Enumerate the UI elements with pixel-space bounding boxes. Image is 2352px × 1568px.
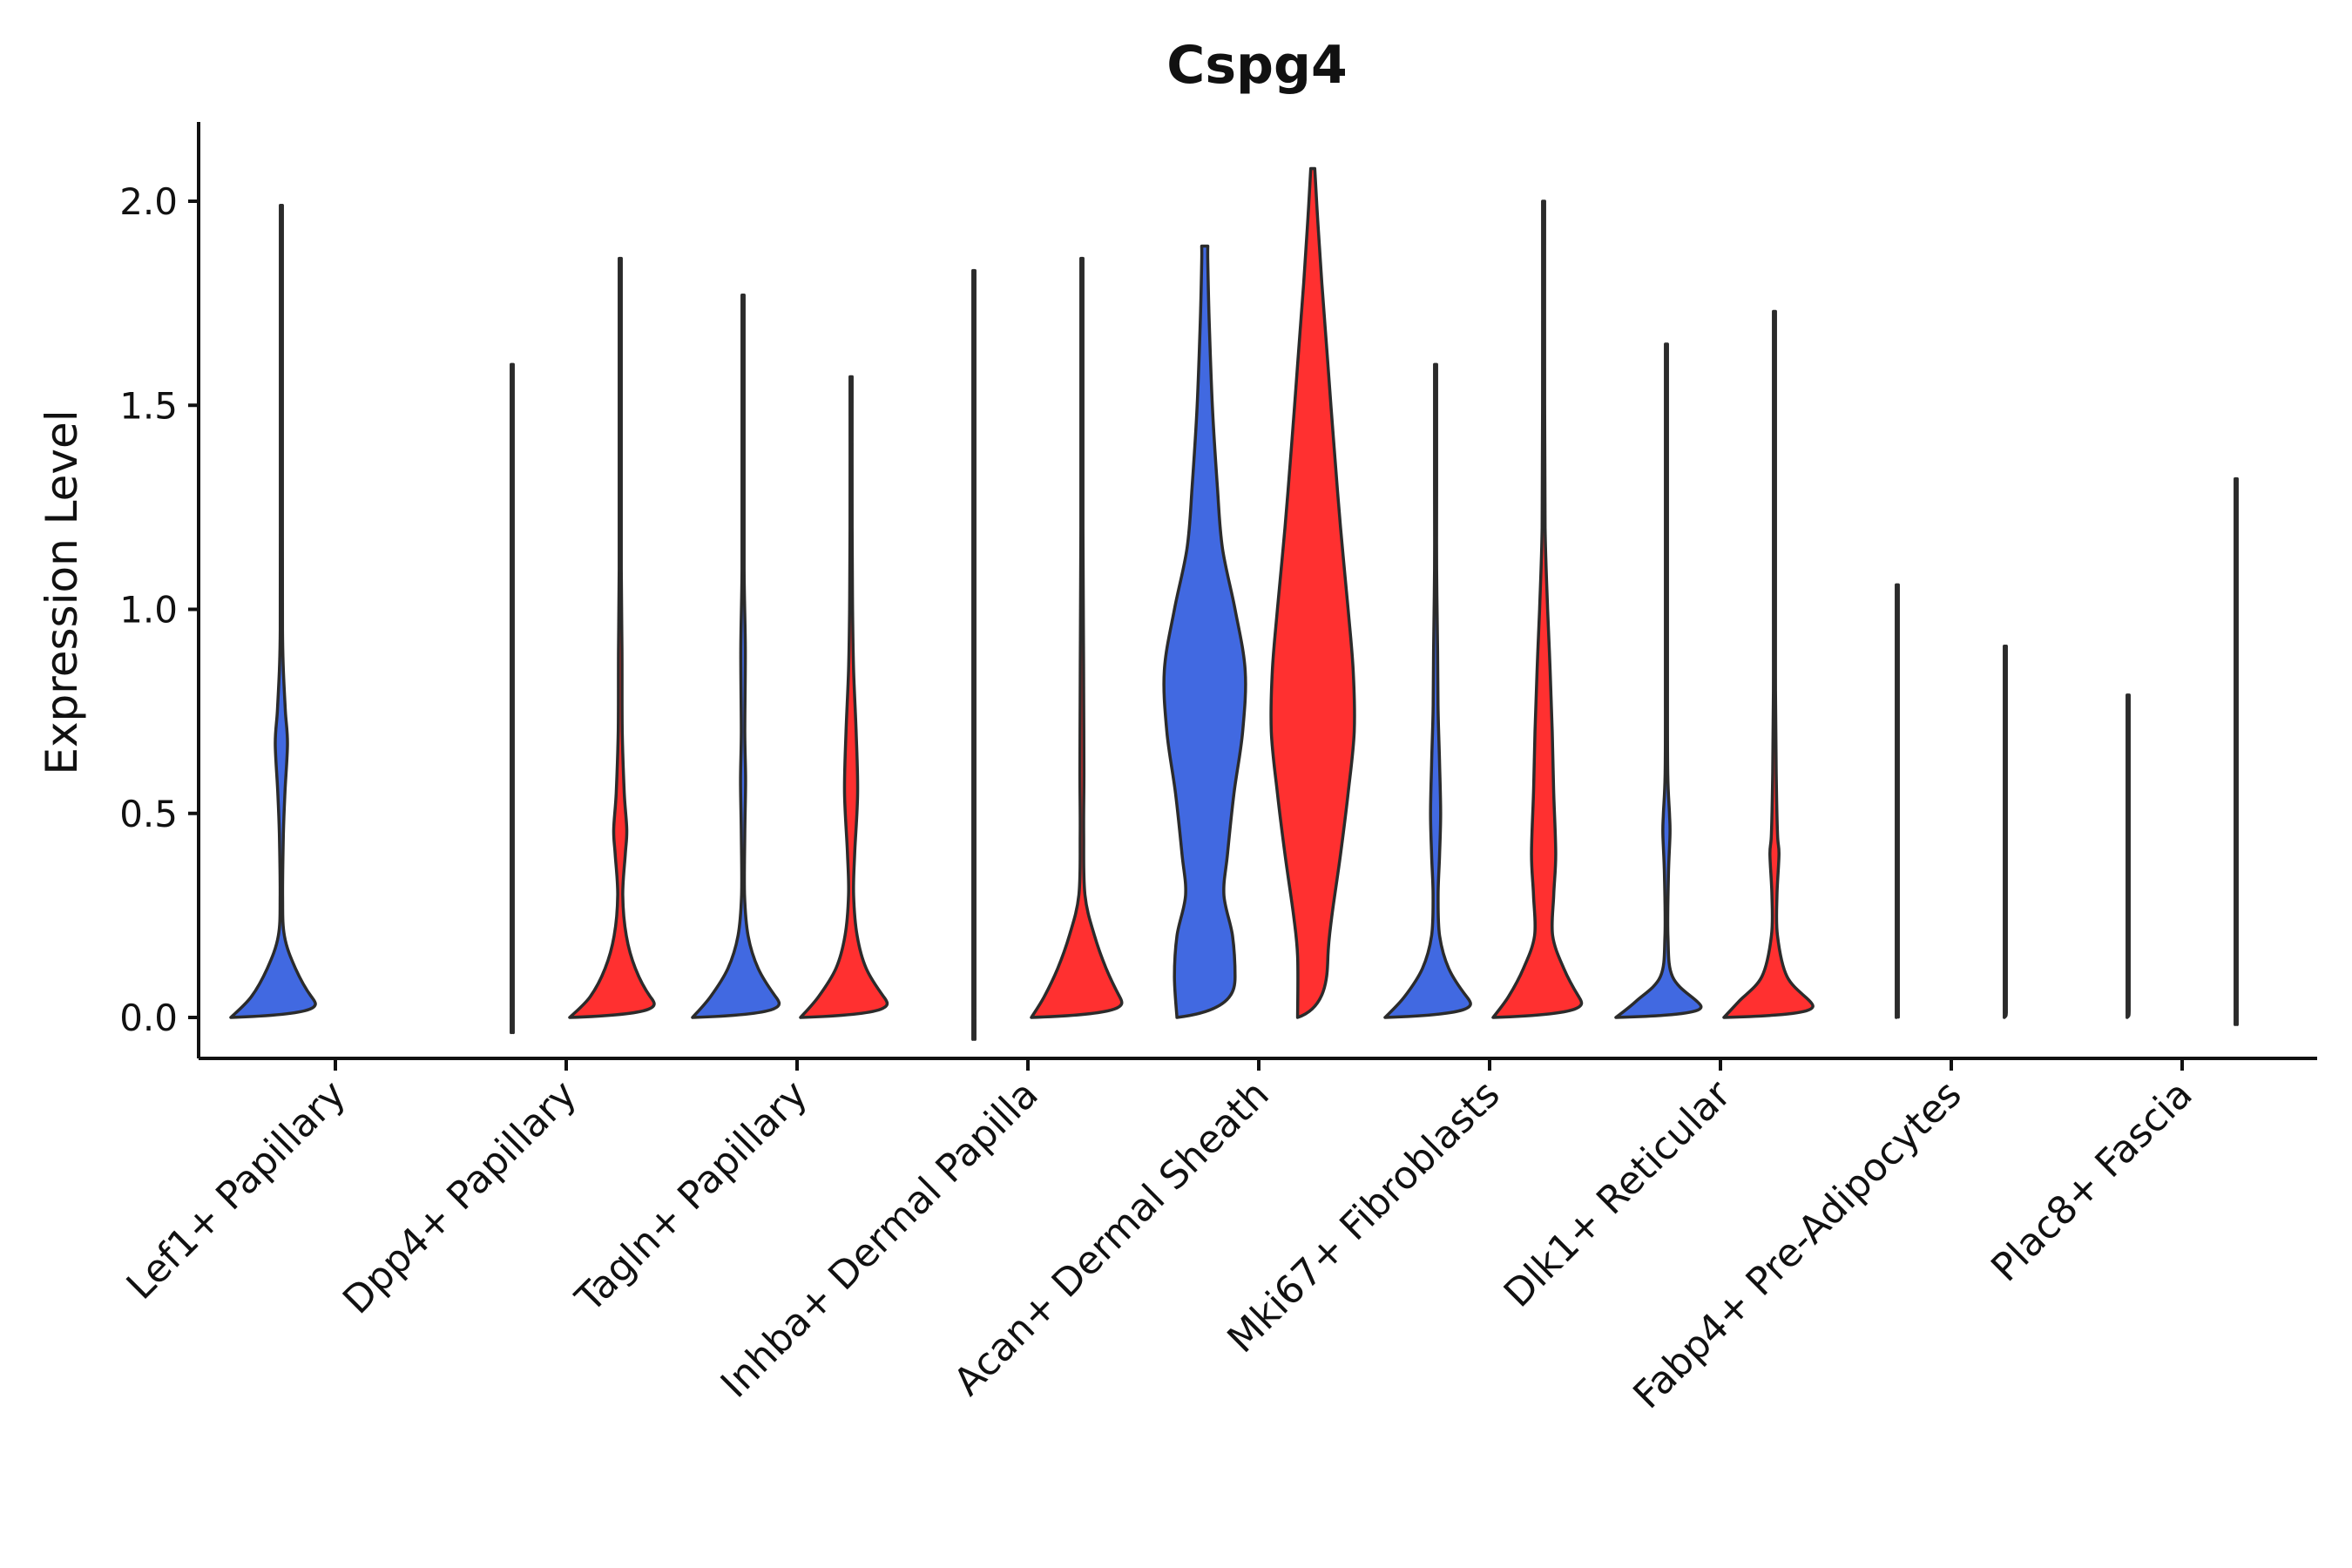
violin-group2-fabp4-pre-adipocytes — [2003, 644, 2008, 1019]
violin-group2-plac8-fascia — [2234, 476, 2239, 1026]
x-category-label: Dlk1+ Reticular — [1496, 1071, 1740, 1316]
y-tick-label: 0.0 — [119, 997, 178, 1039]
violin-group1-acan-dermal-sheath — [1162, 244, 1247, 1019]
x-category-label: Plac8+ Fascia — [1983, 1072, 2201, 1291]
y-tick-label: 2.0 — [119, 180, 178, 223]
x-category-label: Lef1+ Papillary — [118, 1072, 355, 1308]
violin-group2-acan-dermal-sheath — [1269, 166, 1356, 1019]
violin-group2-dlk1-reticular — [1722, 309, 1815, 1019]
violin-group1-dpp4-papillary — [510, 362, 515, 1035]
y-tick-label: 1.5 — [119, 384, 178, 427]
violin-group1-plac8-fascia — [2126, 693, 2131, 1019]
y-tick-label: 1.0 — [119, 589, 178, 632]
violin-group1-lef1-papillary — [229, 203, 317, 1019]
chart-title: Cspg4 — [1166, 35, 1347, 96]
x-category-label: Tagln+ Papillary — [567, 1072, 816, 1321]
y-axis-label: Expression Level — [37, 409, 87, 774]
violin-group1-inhba-dermal-papilla — [971, 268, 977, 1041]
violin-group2-mki67-fibroblasts — [1491, 199, 1584, 1019]
violin-group1-dlk1-reticular — [1614, 342, 1703, 1019]
violin-group1-tagln-papillary — [691, 294, 781, 1019]
violin-group1-mki67-fibroblasts — [1383, 362, 1472, 1019]
violin-group2-dpp4-papillary — [568, 256, 656, 1019]
y-axis: 0.0 0.5 1.0 1.5 2.0 — [119, 122, 200, 1058]
y-tick-label: 0.5 — [119, 793, 178, 835]
x-category-label: Dpp4+ Papillary — [335, 1072, 585, 1323]
violin-group1-fabp4-pre-adipocytes — [1895, 583, 1900, 1019]
violin-group — [229, 166, 2239, 1041]
violin-group2-tagln-papillary — [799, 375, 889, 1019]
violin-group2-inhba-dermal-papilla — [1030, 256, 1124, 1019]
